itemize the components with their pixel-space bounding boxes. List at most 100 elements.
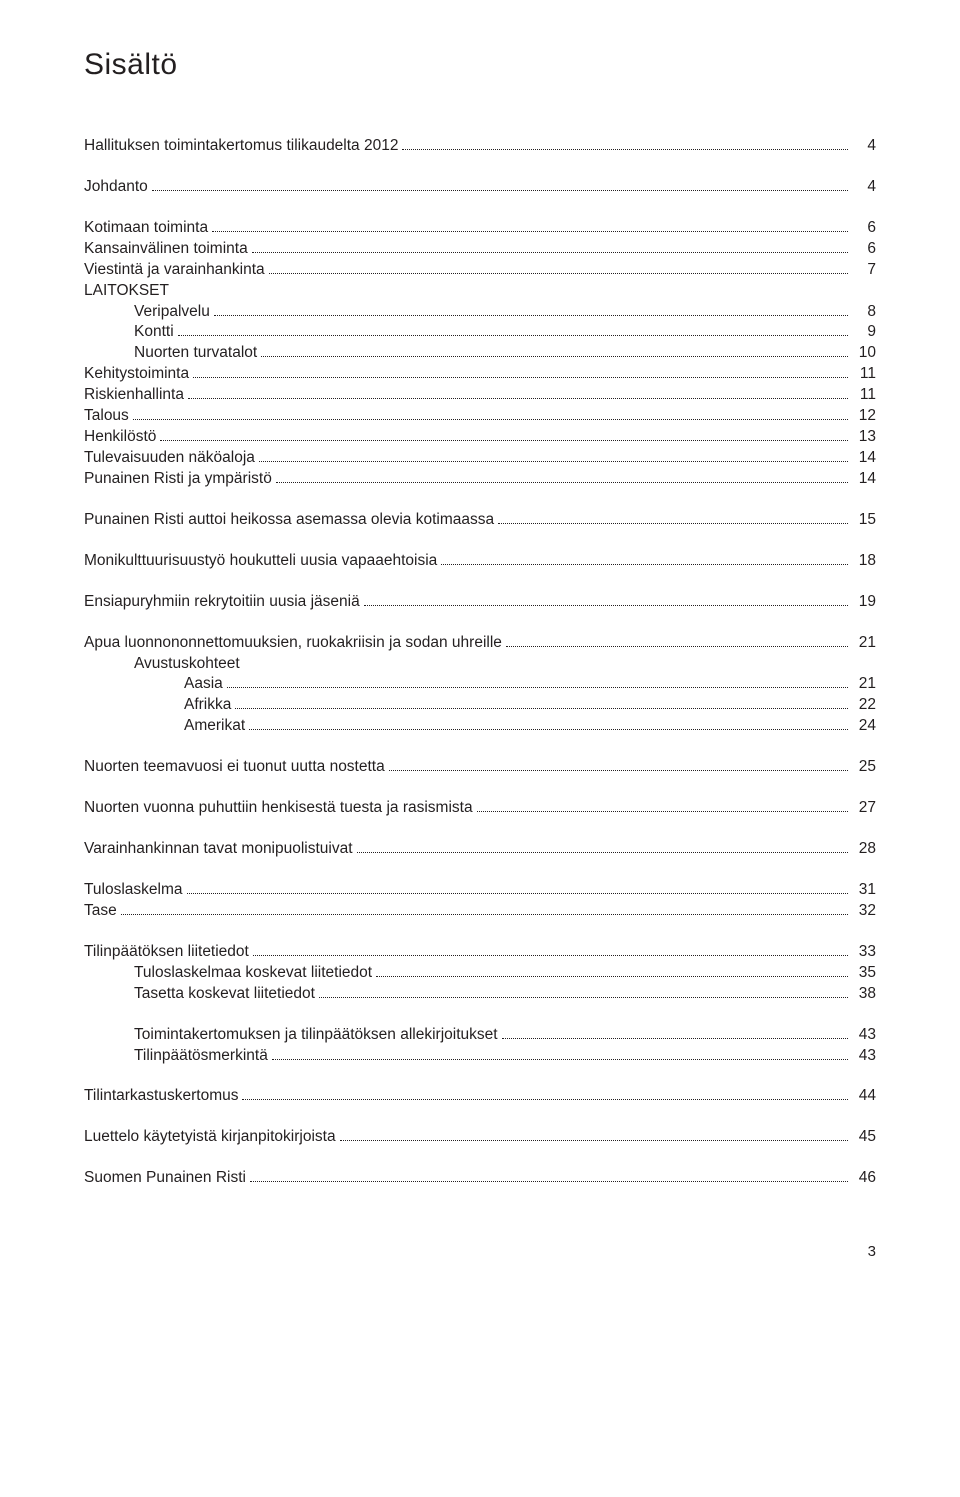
toc-label: Tuloslaskelma bbox=[84, 880, 183, 901]
toc-row: Tilinpäätösmerkintä 43 bbox=[84, 1046, 876, 1067]
toc-label: Kansainvälinen toiminta bbox=[84, 239, 248, 260]
toc-group: Toimintakertomuksen ja tilinpäätöksen al… bbox=[84, 1025, 876, 1067]
toc-group: Luettelo käytetyistä kirjanpitokirjoista… bbox=[84, 1127, 876, 1148]
toc-row: Henkilöstö13 bbox=[84, 427, 876, 448]
toc-label: Johdanto bbox=[84, 177, 148, 198]
toc-leader bbox=[276, 482, 848, 483]
toc-page: 7 bbox=[852, 260, 876, 281]
toc-page: 44 bbox=[852, 1086, 876, 1107]
toc-label: Tilinpäätösmerkintä bbox=[134, 1046, 268, 1067]
toc-group: Suomen Punainen Risti46 bbox=[84, 1168, 876, 1189]
toc-leader bbox=[160, 440, 848, 441]
toc-label: Toimintakertomuksen ja tilinpäätöksen al… bbox=[134, 1025, 498, 1046]
toc-label: Amerikat bbox=[184, 716, 245, 737]
toc-group: Punainen Risti auttoi heikossa asemassa … bbox=[84, 510, 876, 531]
table-of-contents: Hallituksen toimintakertomus tilikaudelt… bbox=[84, 136, 876, 1189]
toc-page: 9 bbox=[852, 322, 876, 343]
toc-row: Veripalvelu8 bbox=[84, 302, 876, 323]
page-title: Sisältö bbox=[84, 48, 876, 82]
toc-row: Talous12 bbox=[84, 406, 876, 427]
toc-leader bbox=[152, 190, 848, 191]
toc-label: Nuorten vuonna puhuttiin henkisestä tues… bbox=[84, 798, 473, 819]
toc-leader bbox=[319, 997, 848, 998]
toc-page: 35 bbox=[852, 963, 876, 984]
toc-leader bbox=[364, 605, 848, 606]
toc-leader bbox=[259, 461, 848, 462]
toc-leader bbox=[506, 646, 848, 647]
toc-label: Nuorten teemavuosi ei tuonut uutta noste… bbox=[84, 757, 385, 778]
toc-label: Suomen Punainen Risti bbox=[84, 1168, 246, 1189]
toc-row: Varainhankinnan tavat monipuolistuivat 28 bbox=[84, 839, 876, 860]
toc-group: Tilintarkastuskertomus44 bbox=[84, 1086, 876, 1107]
toc-leader bbox=[402, 149, 848, 150]
toc-group: Tilinpäätöksen liitetiedot33Tuloslaskelm… bbox=[84, 942, 876, 1005]
toc-leader bbox=[187, 893, 849, 894]
toc-leader bbox=[376, 976, 848, 977]
toc-label: Kontti bbox=[134, 322, 174, 343]
toc-row: Tuloslaskelma 31 bbox=[84, 880, 876, 901]
toc-leader bbox=[242, 1099, 848, 1100]
toc-leader bbox=[133, 419, 848, 420]
toc-leader bbox=[261, 356, 848, 357]
toc-row: Ensiapuryhmiin rekrytoitiin uusia jäseni… bbox=[84, 592, 876, 613]
toc-group: Kotimaan toiminta6Kansainvälinen toimint… bbox=[84, 218, 876, 490]
toc-page: 27 bbox=[852, 798, 876, 819]
toc-page: 32 bbox=[852, 901, 876, 922]
toc-label: Tilinpäätöksen liitetiedot bbox=[84, 942, 249, 963]
toc-label: Luettelo käytetyistä kirjanpitokirjoista bbox=[84, 1127, 336, 1148]
toc-label: Tulevaisuuden näköaloja bbox=[84, 448, 255, 469]
toc-leader bbox=[252, 252, 848, 253]
toc-row: Hallituksen toimintakertomus tilikaudelt… bbox=[84, 136, 876, 157]
toc-page: 31 bbox=[852, 880, 876, 901]
toc-leader bbox=[441, 564, 848, 565]
toc-label: Hallituksen toimintakertomus tilikaudelt… bbox=[84, 136, 398, 157]
toc-group: Varainhankinnan tavat monipuolistuivat 28 bbox=[84, 839, 876, 860]
toc-row: Amerikat 24 bbox=[84, 716, 876, 737]
toc-row: Kansainvälinen toiminta6 bbox=[84, 239, 876, 260]
toc-page: 24 bbox=[852, 716, 876, 737]
toc-group: Apua luonnononnettomuuksien, ruokakriisi… bbox=[84, 633, 876, 738]
toc-page: 22 bbox=[852, 695, 876, 716]
toc-leader bbox=[498, 523, 848, 524]
toc-page: 43 bbox=[852, 1046, 876, 1067]
toc-row: Kotimaan toiminta6 bbox=[84, 218, 876, 239]
toc-label: Tuloslaskelmaa koskevat liitetiedot bbox=[134, 963, 372, 984]
toc-label: Varainhankinnan tavat monipuolistuivat bbox=[84, 839, 353, 860]
toc-page: 28 bbox=[852, 839, 876, 860]
toc-row: Kontti 9 bbox=[84, 322, 876, 343]
toc-label: Punainen Risti ja ympäristö bbox=[84, 469, 272, 490]
toc-group: Ensiapuryhmiin rekrytoitiin uusia jäseni… bbox=[84, 592, 876, 613]
toc-page: 21 bbox=[852, 633, 876, 654]
toc-group: Tuloslaskelma 31 Tase 32 bbox=[84, 880, 876, 922]
toc-row: Viestintä ja varainhankinta7 bbox=[84, 260, 876, 281]
toc-row: Kehitystoiminta11 bbox=[84, 364, 876, 385]
toc-row: Monikulttuurisuustyö houkutteli uusia va… bbox=[84, 551, 876, 572]
toc-label: Tasetta koskevat liitetiedot bbox=[134, 984, 315, 1005]
toc-label: Nuorten turvatalot bbox=[134, 343, 257, 364]
toc-label: Apua luonnononnettomuuksien, ruokakriisi… bbox=[84, 633, 502, 654]
toc-leader bbox=[121, 914, 848, 915]
toc-row: Luettelo käytetyistä kirjanpitokirjoista… bbox=[84, 1127, 876, 1148]
toc-leader bbox=[272, 1059, 848, 1060]
page-number: 3 bbox=[84, 1243, 876, 1260]
toc-leader bbox=[502, 1038, 848, 1039]
toc-page: 10 bbox=[852, 343, 876, 364]
toc-page: 43 bbox=[852, 1025, 876, 1046]
toc-label: Tase bbox=[84, 901, 117, 922]
toc-row: Tulevaisuuden näköaloja 14 bbox=[84, 448, 876, 469]
toc-row: Toimintakertomuksen ja tilinpäätöksen al… bbox=[84, 1025, 876, 1046]
toc-page: 4 bbox=[852, 136, 876, 157]
toc-label: Punainen Risti auttoi heikossa asemassa … bbox=[84, 510, 494, 531]
toc-page: 11 bbox=[852, 385, 876, 406]
toc-group: Johdanto 4 bbox=[84, 177, 876, 198]
toc-label: Riskienhallinta bbox=[84, 385, 184, 406]
toc-page: 14 bbox=[852, 469, 876, 490]
toc-page: 15 bbox=[852, 510, 876, 531]
toc-leader bbox=[477, 811, 848, 812]
toc-page: 4 bbox=[852, 177, 876, 198]
toc-label: Kehitystoiminta bbox=[84, 364, 189, 385]
toc-leader bbox=[249, 729, 848, 730]
toc-row: Afrikka22 bbox=[84, 695, 876, 716]
toc-page: 14 bbox=[852, 448, 876, 469]
toc-row: Avustuskohteet bbox=[84, 654, 876, 675]
